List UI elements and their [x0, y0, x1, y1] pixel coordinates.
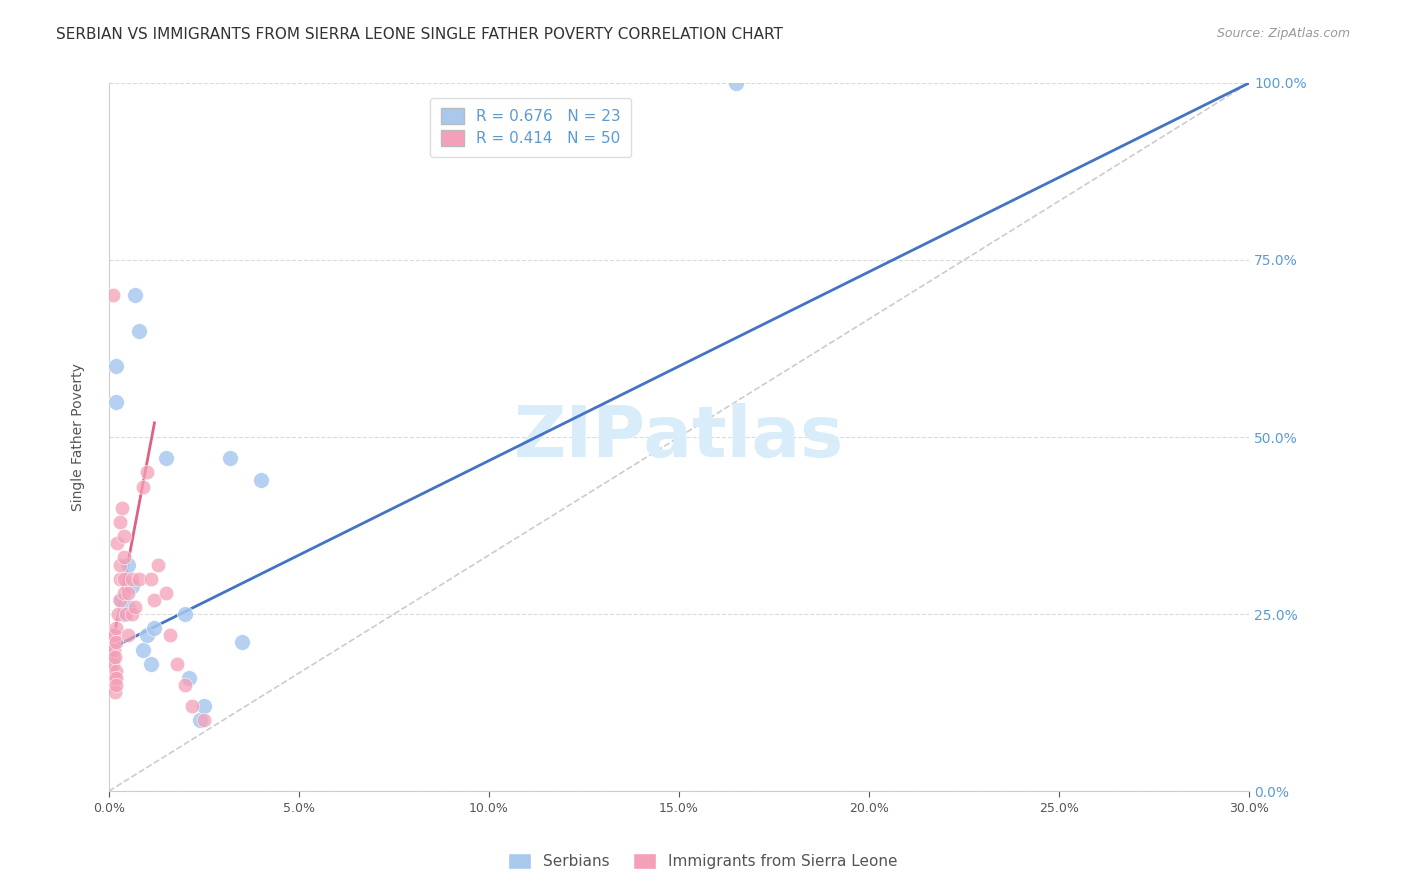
Point	[139, 657, 162, 671]
Point	[103, 628, 125, 642]
Point	[107, 607, 129, 621]
Point	[117, 628, 139, 642]
Point	[173, 678, 195, 692]
Point	[121, 607, 143, 621]
Point	[117, 600, 139, 615]
Point	[135, 466, 157, 480]
Point	[148, 558, 170, 572]
Point	[173, 607, 195, 621]
Point	[100, 671, 122, 685]
Point	[117, 558, 139, 572]
Point	[101, 288, 124, 302]
Point	[181, 699, 204, 714]
Point	[177, 671, 200, 685]
Point	[231, 635, 253, 649]
Point	[132, 480, 155, 494]
Text: SERBIAN VS IMMIGRANTS FROM SIERRA LEONE SINGLE FATHER POVERTY CORRELATION CHART: SERBIAN VS IMMIGRANTS FROM SIERRA LEONE …	[56, 27, 783, 42]
Point	[110, 593, 132, 607]
Point	[124, 600, 146, 615]
Point	[132, 642, 155, 657]
Y-axis label: Single Father Poverty: Single Father Poverty	[72, 363, 86, 511]
Legend: R = 0.676   N = 23, R = 0.414   N = 50: R = 0.676 N = 23, R = 0.414 N = 50	[430, 97, 631, 157]
Point	[111, 500, 134, 515]
Point	[105, 678, 128, 692]
Point	[110, 572, 132, 586]
Point	[103, 657, 125, 671]
Point	[100, 642, 122, 657]
Point	[100, 664, 122, 678]
Point	[166, 657, 188, 671]
Point	[103, 671, 125, 685]
Point	[101, 635, 124, 649]
Point	[117, 586, 139, 600]
Point	[105, 671, 128, 685]
Point	[121, 572, 143, 586]
Point	[135, 628, 157, 642]
Point	[219, 451, 242, 466]
Point	[112, 550, 135, 565]
Point	[100, 628, 122, 642]
Point	[98, 657, 121, 671]
Text: Source: ZipAtlas.com: Source: ZipAtlas.com	[1216, 27, 1350, 40]
Point	[101, 649, 124, 664]
Point	[193, 699, 215, 714]
Point	[112, 607, 135, 621]
Point	[112, 529, 135, 543]
Point	[143, 593, 166, 607]
Point	[110, 593, 132, 607]
Point	[110, 515, 132, 529]
Point	[121, 579, 143, 593]
Point	[155, 451, 177, 466]
Text: ZIPatlas: ZIPatlas	[515, 402, 844, 472]
Point	[112, 586, 135, 600]
Point	[112, 572, 135, 586]
Point	[103, 642, 125, 657]
Point	[105, 536, 128, 550]
Point	[250, 473, 273, 487]
Point	[155, 586, 177, 600]
Legend: Serbians, Immigrants from Sierra Leone: Serbians, Immigrants from Sierra Leone	[502, 847, 904, 875]
Point	[105, 621, 128, 635]
Point	[188, 714, 211, 728]
Point	[724, 76, 747, 90]
Point	[110, 558, 132, 572]
Point	[159, 628, 181, 642]
Point	[128, 324, 150, 338]
Point	[128, 572, 150, 586]
Point	[104, 649, 127, 664]
Point	[103, 685, 125, 699]
Point	[105, 394, 128, 409]
Point	[105, 359, 128, 374]
Point	[105, 664, 128, 678]
Point	[101, 671, 124, 685]
Point	[193, 714, 215, 728]
Point	[124, 288, 146, 302]
Point	[139, 572, 162, 586]
Point	[105, 635, 128, 649]
Point	[143, 621, 166, 635]
Point	[101, 678, 124, 692]
Point	[115, 607, 138, 621]
Point	[101, 628, 124, 642]
